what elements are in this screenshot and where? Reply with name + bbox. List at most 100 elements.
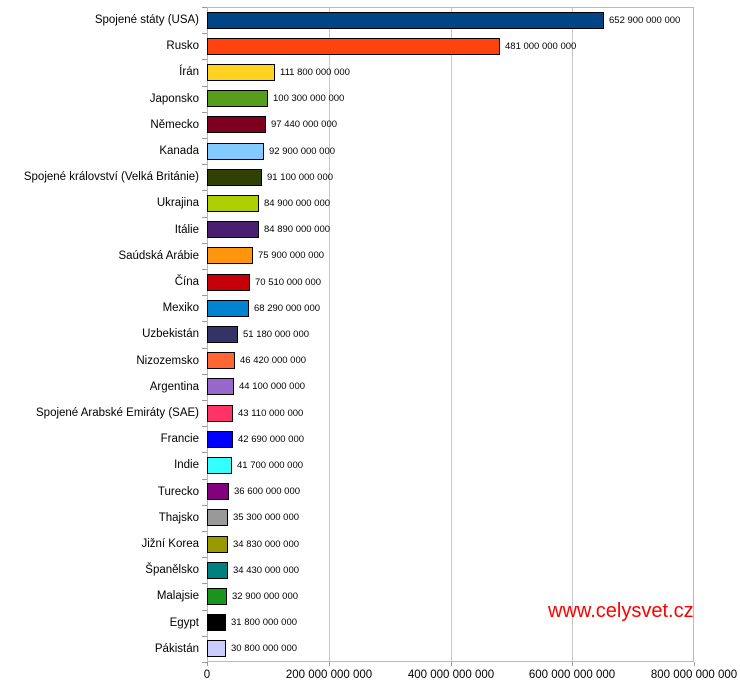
- bar: [207, 640, 226, 658]
- bar: [207, 90, 268, 108]
- y-axis-tick: [202, 164, 207, 165]
- value-label: 652 900 000 000: [609, 14, 681, 26]
- bar: [207, 142, 264, 160]
- value-label: 43 110 000 000: [238, 407, 304, 419]
- value-label: 75 900 000 000: [258, 250, 325, 262]
- watermark: www.celysvet.cz: [548, 600, 694, 622]
- bar: [207, 64, 275, 81]
- y-axis-tick: [202, 662, 207, 663]
- bar: [207, 509, 228, 527]
- category-label: Japonsko: [149, 92, 199, 105]
- category-label: Spojené Arabské Emiráty (SAE): [36, 407, 199, 420]
- value-label: 111 800 000 000: [280, 67, 350, 78]
- y-axis-tick: [202, 400, 207, 401]
- bar: [207, 168, 262, 186]
- category-label: Írán: [179, 66, 199, 79]
- gridline: [328, 8, 330, 661]
- y-axis-tick: [202, 59, 207, 60]
- bar: [207, 378, 234, 396]
- x-axis-tick-label: 400 000 000 000: [407, 669, 495, 681]
- category-label: Francie: [160, 433, 199, 446]
- y-axis-tick: [202, 190, 207, 191]
- bar: [207, 483, 229, 501]
- bar: [207, 195, 259, 212]
- category-label: Pákistán: [154, 642, 199, 655]
- y-axis-tick: [202, 610, 207, 611]
- category-label: Německo: [150, 118, 199, 131]
- value-label: 84 890 000 000: [264, 224, 331, 236]
- category-label: Čína: [174, 276, 199, 289]
- value-label: 30 800 000 000: [231, 643, 298, 655]
- y-axis-tick: [202, 243, 207, 244]
- category-label: Rusko: [166, 40, 199, 53]
- x-axis-tick: [329, 662, 330, 666]
- value-label: 92 900 000 000: [269, 145, 336, 157]
- y-axis-tick: [202, 583, 207, 584]
- y-axis-tick: [202, 269, 207, 270]
- value-label: 481 000 000 000: [505, 40, 577, 52]
- x-axis-tick: [572, 662, 573, 666]
- y-axis-tick: [202, 7, 207, 8]
- category-label: Itálie: [174, 223, 199, 236]
- category-label: Nizozemsko: [136, 354, 199, 367]
- value-label: 34 430 000 000: [233, 564, 300, 576]
- category-label: Malajsie: [156, 590, 199, 603]
- category-label: Turecko: [157, 485, 199, 498]
- y-axis-tick: [202, 557, 207, 558]
- category-label: Saúdská Arábie: [118, 249, 199, 262]
- bar: [207, 221, 259, 239]
- value-label: 42 690 000 000: [238, 433, 305, 445]
- x-axis-tick: [207, 662, 208, 666]
- y-axis-tick: [202, 505, 207, 506]
- y-axis-tick: [202, 112, 207, 113]
- value-label: 41 700 000 000: [237, 460, 304, 471]
- category-label: Uzbekistán: [142, 328, 199, 341]
- value-label: 84 900 000 000: [264, 198, 331, 209]
- bar: [207, 299, 249, 317]
- category-label: Argentina: [149, 380, 199, 393]
- x-axis-tick-label: 200 000 000 000: [285, 669, 373, 681]
- bar: [207, 457, 232, 474]
- bar: [207, 116, 266, 134]
- category-label: Mexiko: [162, 302, 199, 315]
- y-axis-tick: [202, 479, 207, 480]
- y-axis-tick: [202, 217, 207, 218]
- category-label: Spojené státy (USA): [94, 14, 199, 27]
- gridline: [450, 8, 452, 661]
- y-axis-tick: [202, 348, 207, 349]
- bar: [207, 352, 235, 370]
- category-label: Indie: [174, 459, 199, 472]
- value-label: 34 830 000 000: [233, 538, 300, 550]
- value-label: 91 100 000 000: [267, 171, 334, 183]
- bar: [207, 430, 233, 448]
- bar: [207, 273, 250, 291]
- x-axis-tick: [451, 662, 452, 666]
- bar: [207, 326, 238, 343]
- value-label: 97 440 000 000: [271, 119, 338, 131]
- value-label: 46 420 000 000: [240, 355, 307, 367]
- category-label: Egypt: [169, 616, 199, 629]
- y-axis-tick: [202, 452, 207, 453]
- value-label: 44 100 000 000: [239, 381, 306, 393]
- category-label: Spojené království (Velká Británie): [23, 171, 199, 184]
- y-axis-tick: [202, 636, 207, 637]
- bar: [207, 11, 604, 29]
- bar: [207, 588, 227, 605]
- y-axis-tick: [202, 531, 207, 532]
- y-axis-tick: [202, 374, 207, 375]
- y-axis-tick: [202, 426, 207, 427]
- bar: [207, 535, 228, 553]
- value-label: 35 300 000 000: [233, 512, 300, 524]
- bar: [207, 561, 228, 579]
- y-axis-tick: [202, 33, 207, 34]
- value-label: 100 300 000 000: [273, 93, 345, 105]
- value-label: 36 600 000 000: [234, 486, 301, 498]
- bar: [207, 404, 233, 422]
- bar: [207, 37, 500, 55]
- x-axis-tick-label: 800 000 000 000: [650, 669, 738, 681]
- value-label: 68 290 000 000: [254, 302, 321, 314]
- category-label: Španělsko: [145, 564, 199, 577]
- gridline: [572, 8, 574, 661]
- x-axis-tick: [694, 662, 695, 666]
